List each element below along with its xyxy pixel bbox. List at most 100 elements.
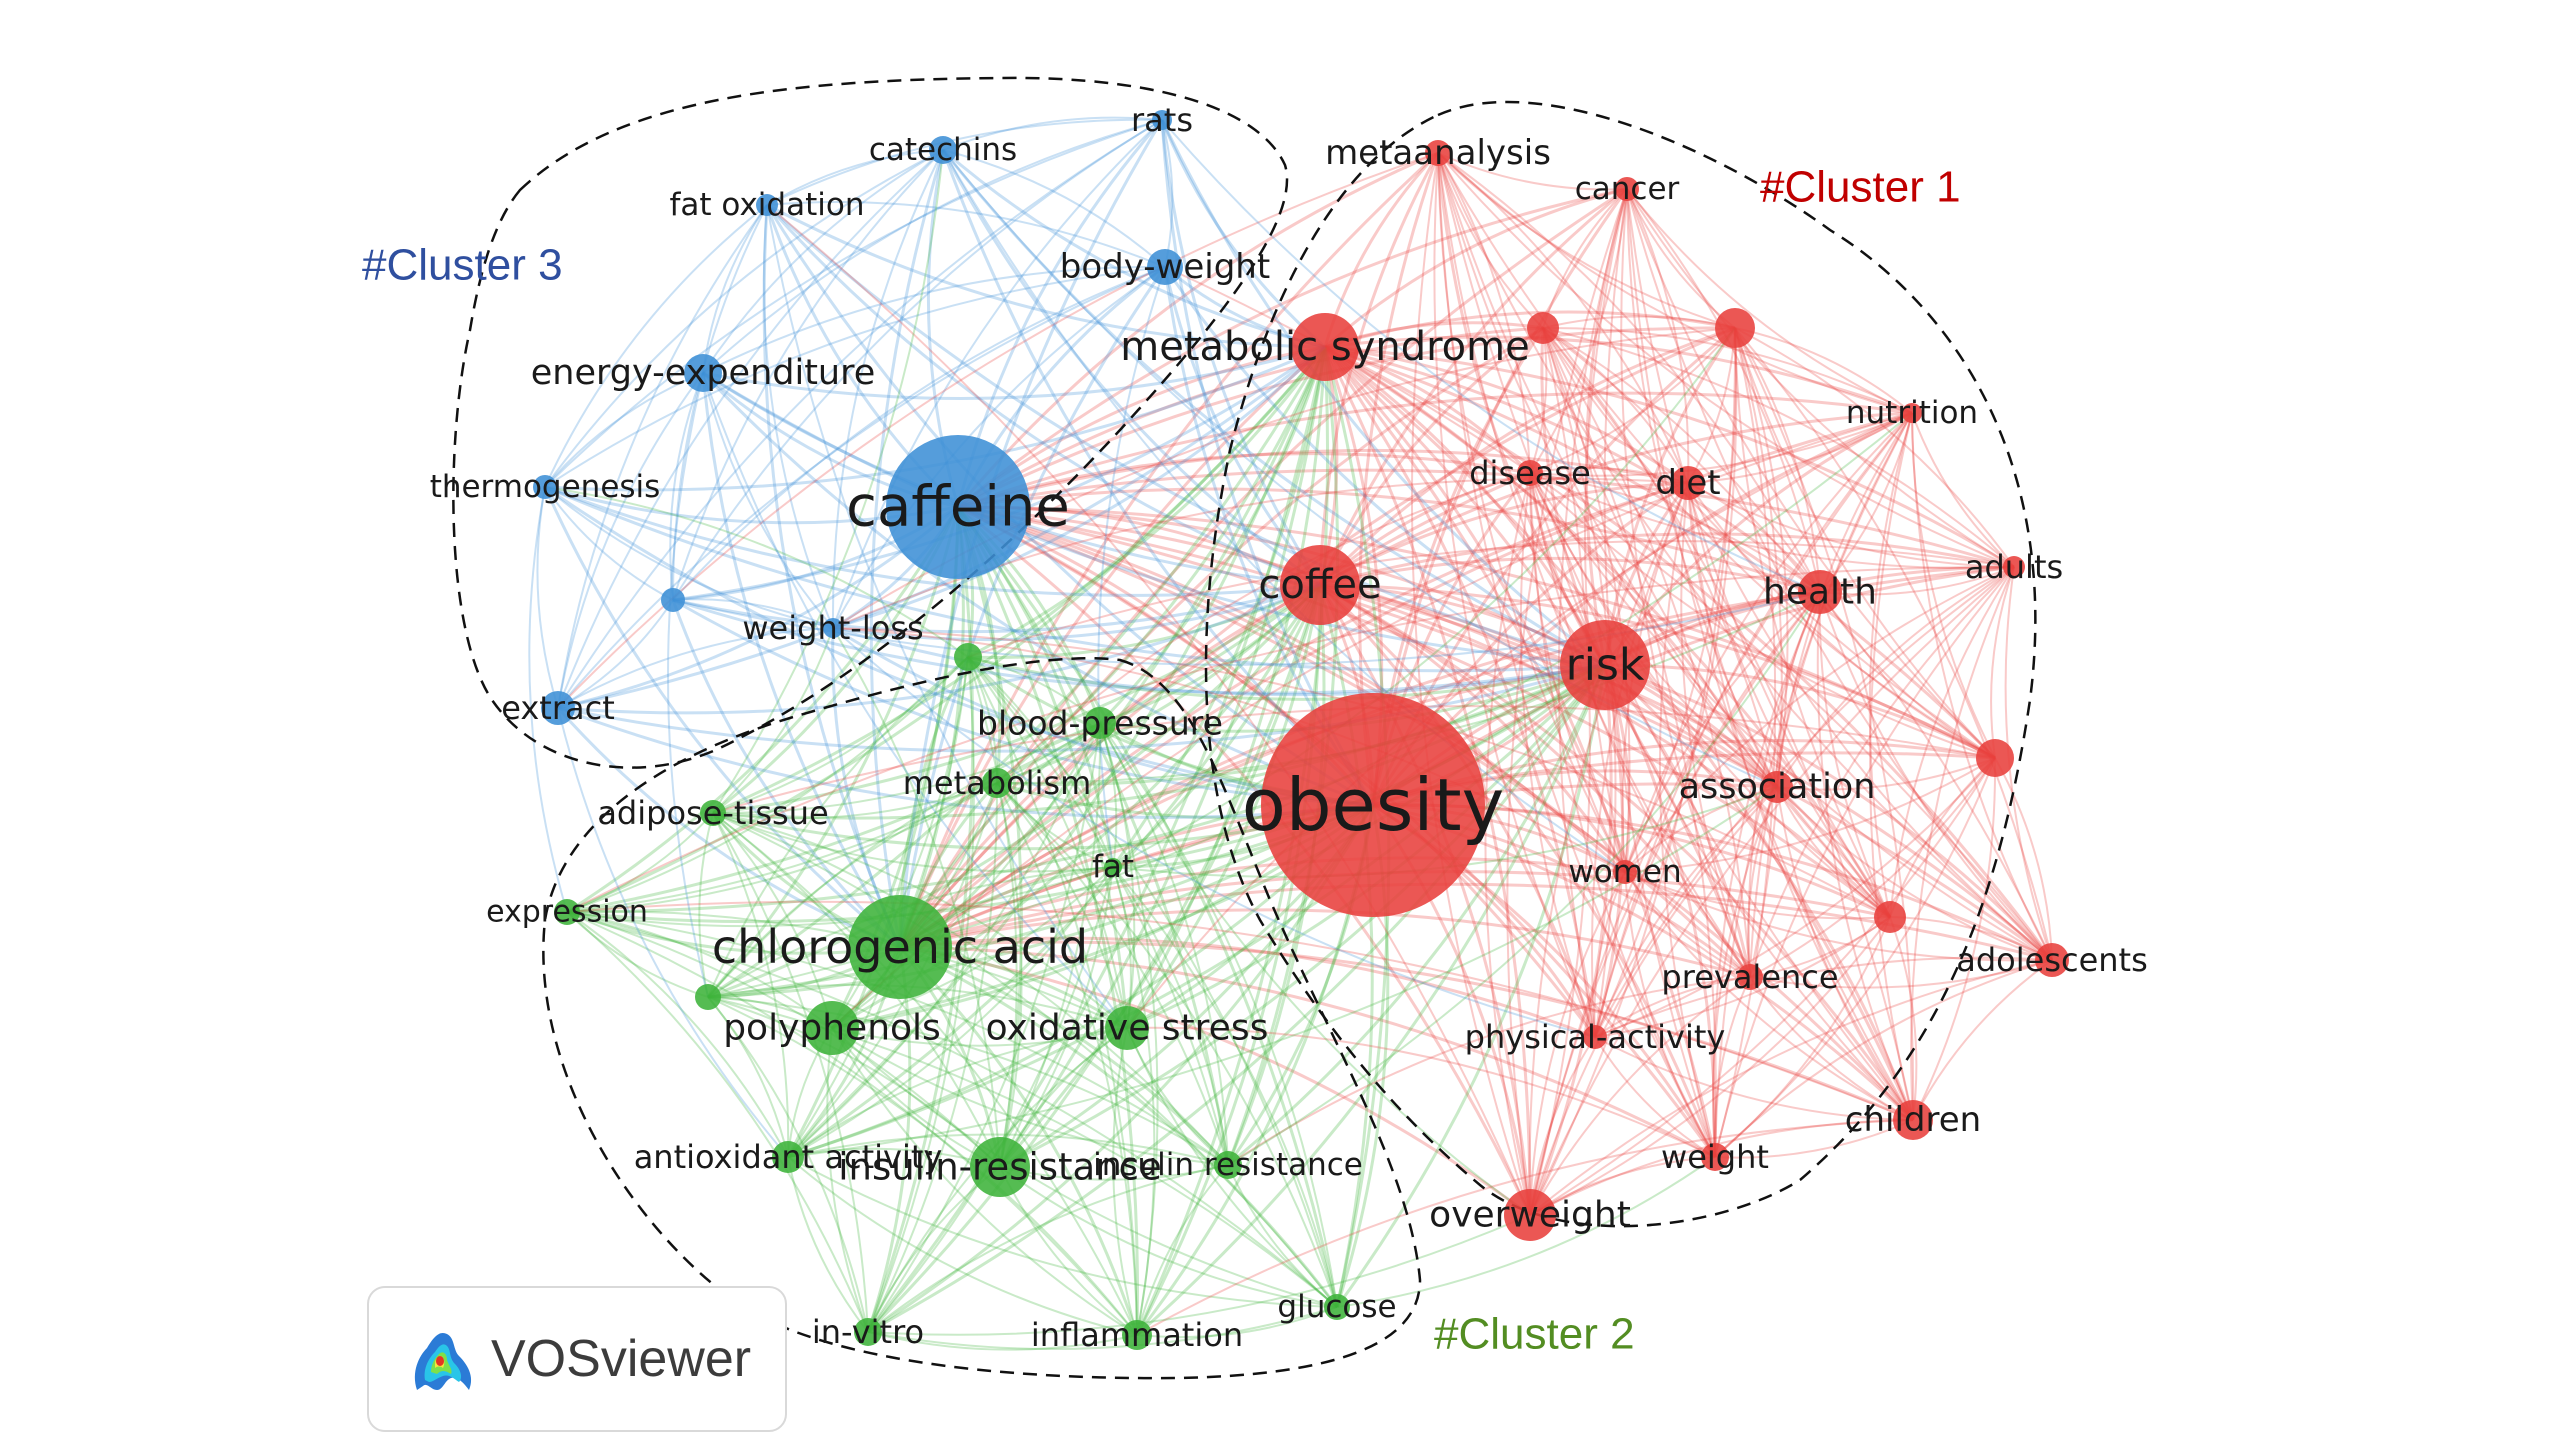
- link-line: [1528, 664, 1613, 1216]
- link-line: [1542, 327, 1689, 484]
- node-adults[interactable]: [2003, 556, 2025, 578]
- link-line: [1819, 591, 1996, 759]
- node-weight-loss[interactable]: [823, 618, 843, 638]
- link-line: [1749, 412, 1913, 978]
- node-cancer[interactable]: [1615, 177, 1639, 201]
- node-in-vitro[interactable]: [854, 1318, 882, 1346]
- link-line: [1540, 327, 1607, 666]
- link-line: [1626, 188, 1996, 759]
- link-line: [566, 506, 960, 914]
- node-rats[interactable]: [1152, 110, 1172, 130]
- node-overweight[interactable]: [1504, 1189, 1556, 1241]
- link-line: [1528, 482, 1689, 1216]
- node-caffeine[interactable]: [886, 435, 1030, 579]
- node-label-fat: fat: [1092, 849, 1134, 885]
- node-unlabeled-7[interactable]: [661, 588, 685, 612]
- node-label-diet: diet: [1655, 463, 1720, 503]
- node-children[interactable]: [1893, 1100, 1933, 1140]
- link-line: [765, 204, 1374, 807]
- node-unlabeled-6[interactable]: [695, 984, 721, 1010]
- node-metabolism[interactable]: [982, 768, 1012, 798]
- cluster-label-layer: #Cluster 1 #Cluster 2 #Cluster 3: [362, 163, 1961, 1359]
- link-line: [707, 996, 869, 1333]
- node-polyphenols[interactable]: [805, 1001, 859, 1055]
- link-line: [1436, 152, 1607, 666]
- link-line: [1604, 663, 1996, 760]
- link-line: [899, 940, 1914, 1122]
- link-line: [1889, 916, 1918, 1121]
- node-unlabeled-1[interactable]: [1715, 308, 1755, 348]
- node-diet[interactable]: [1671, 466, 1705, 500]
- node-glucose[interactable]: [1324, 1294, 1350, 1320]
- link-line: [669, 372, 704, 601]
- node-fat-oxidation[interactable]: [756, 194, 778, 216]
- link-line: [1136, 664, 1607, 1337]
- link-line: [967, 656, 1101, 724]
- node-association[interactable]: [1761, 771, 1793, 803]
- link-line: [566, 812, 714, 913]
- node-thermogenesis[interactable]: [533, 475, 557, 499]
- node-insulin-resistance[interactable]: [1214, 1151, 1242, 1179]
- node-health[interactable]: [1798, 570, 1842, 614]
- node-blood-pressure[interactable]: [1084, 707, 1116, 739]
- link-line: [1749, 959, 2053, 989]
- node-metaanalysis[interactable]: [1425, 140, 1451, 166]
- node-risk[interactable]: [1560, 620, 1650, 710]
- link-line: [566, 583, 1321, 914]
- node-body-weight[interactable]: [1147, 249, 1183, 285]
- node-inflammation[interactable]: [1122, 1320, 1152, 1350]
- link-line: [787, 722, 1101, 1158]
- node-chlorogenic-acid[interactable]: [848, 895, 952, 999]
- link-line: [967, 583, 1321, 659]
- node-unlabeled-3[interactable]: [1976, 739, 2014, 777]
- link-line: [956, 506, 1129, 1029]
- node-fat[interactable]: [1104, 858, 1122, 876]
- node-weight[interactable]: [1701, 1143, 1729, 1171]
- node-coffee[interactable]: [1280, 545, 1360, 625]
- link-line: [787, 1156, 1338, 1308]
- node-disease[interactable]: [1517, 460, 1543, 486]
- link-line: [867, 782, 999, 1333]
- link-line: [1136, 1119, 1914, 1336]
- node-insulin-resistance-hyphen[interactable]: [970, 1137, 1030, 1197]
- link-line: [1819, 566, 2015, 596]
- link-line: [762, 204, 902, 948]
- link-line: [1318, 584, 1532, 1216]
- cluster-1-boundary: [1204, 100, 2037, 1228]
- link-line: [1624, 871, 1716, 1158]
- node-extract[interactable]: [541, 691, 575, 725]
- link-line: [1319, 583, 1627, 873]
- node-adipose-tissue[interactable]: [700, 800, 726, 826]
- link-line: [1626, 188, 2015, 568]
- node-nutrition[interactable]: [1902, 403, 1922, 423]
- node-unlabeled-5[interactable]: [954, 643, 982, 671]
- node-women[interactable]: [1613, 860, 1637, 884]
- node-label-thermogenesis: thermogenesis: [430, 469, 661, 505]
- link-line: [1626, 188, 1914, 1121]
- node-metabolic-syndrome[interactable]: [1291, 313, 1359, 381]
- link-line: [1912, 959, 2053, 1121]
- node-label-blood-pressure: blood-pressure: [977, 704, 1223, 743]
- link-line: [712, 812, 1229, 1166]
- node-oxidative-stress[interactable]: [1105, 1006, 1149, 1050]
- node-unlabeled-4[interactable]: [1874, 901, 1906, 933]
- link-line: [866, 506, 975, 1333]
- node-label-weight-loss: weight-loss: [742, 609, 923, 647]
- link-line: [942, 149, 1166, 268]
- node-physical-activity[interactable]: [1583, 1025, 1607, 1049]
- node-energy-expenditure[interactable]: [684, 354, 722, 392]
- node-antioxidant-activity[interactable]: [772, 1141, 804, 1173]
- node-adolescents[interactable]: [2035, 943, 2069, 977]
- node-obesity[interactable]: [1261, 693, 1485, 917]
- link-line: [1776, 757, 1996, 791]
- node-expression[interactable]: [554, 899, 580, 925]
- link-line: [1529, 916, 1891, 1216]
- node-unlabeled-2[interactable]: [1527, 312, 1559, 344]
- link-line: [956, 151, 1439, 508]
- link-line: [1529, 472, 1996, 759]
- node-prevalence[interactable]: [1737, 964, 1763, 990]
- link-line: [1324, 345, 1821, 594]
- link-line: [706, 506, 960, 998]
- link-line: [899, 411, 1913, 949]
- node-catechins[interactable]: [929, 136, 957, 164]
